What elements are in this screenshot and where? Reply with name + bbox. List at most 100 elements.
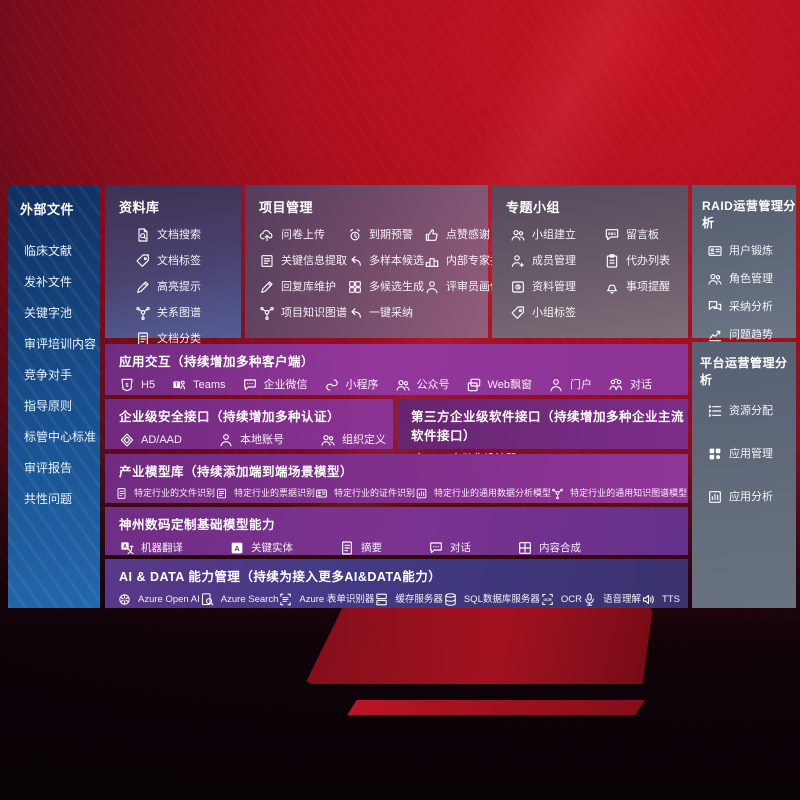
feature-item: 审评培训内容 bbox=[24, 338, 100, 350]
people-icon bbox=[320, 432, 336, 448]
feature-label: Azure Open AI bbox=[138, 593, 200, 605]
feature-item: 小程序 bbox=[324, 377, 379, 393]
feature-item: Web飘窗 bbox=[466, 377, 532, 393]
feature-item: 共性问题 bbox=[24, 493, 100, 505]
feature-label: 审评培训内容 bbox=[24, 337, 97, 351]
feature-item: 多样本候选 bbox=[347, 253, 424, 269]
feature-item: 对话 bbox=[428, 540, 471, 556]
tag-icon bbox=[510, 305, 526, 321]
feature-label: 问卷上传 bbox=[281, 228, 325, 241]
feature-label: 小程序 bbox=[345, 378, 379, 391]
feature-label: 对话 bbox=[630, 378, 652, 391]
cloud-up-icon bbox=[259, 227, 275, 243]
window-icon bbox=[466, 377, 482, 393]
feature-item: 问卷上传 bbox=[259, 227, 347, 243]
raid-analysis-items: 用户锻炼 角色管理 采纳分析 问题趋势 bbox=[692, 231, 796, 343]
feature-label: 特定行业的票据识别 bbox=[234, 488, 316, 498]
feature-label: 缓存服务器 bbox=[395, 593, 443, 605]
feature-label: OCR bbox=[560, 593, 582, 605]
industry-model-row: 产业模型库（持续添加端到端场景模型） 特定行业的文件识别 特定行业的票据识别 特定行… bbox=[105, 454, 688, 503]
feature-item: 指导原则 bbox=[24, 400, 100, 412]
feature-label: TTS bbox=[662, 593, 680, 605]
feature-label: Azure 表单识别器 bbox=[299, 593, 375, 605]
feature-column: 小组建立 成员管理 资料管理 小组标签 bbox=[510, 227, 576, 321]
feature-item: 竞争对手 bbox=[24, 369, 100, 381]
external-files-items: 临床文献 发补文件 关键字池 审评培训内容 竞争对手 指导原则 标管中心标准 审评报告 共性问题 bbox=[8, 245, 100, 505]
feature-label: 特定行业的证件识别 bbox=[334, 488, 416, 498]
feature-label: 小组标签 bbox=[532, 306, 576, 319]
feature-item: 文档分类 bbox=[135, 331, 201, 347]
mic-icon bbox=[582, 592, 597, 607]
feature-item: 对话 bbox=[608, 377, 652, 393]
search-icon bbox=[200, 592, 215, 607]
feature-item: 机器翻译 bbox=[119, 540, 183, 556]
people-talk-icon bbox=[608, 377, 624, 393]
feature-label: 小组建立 bbox=[532, 228, 576, 241]
list-icon bbox=[707, 403, 723, 419]
feature-item: 回复库维护 bbox=[259, 279, 347, 295]
feature-label: 高亮提示 bbox=[157, 280, 201, 293]
feature-label: 关键信息提取 bbox=[281, 254, 347, 267]
feature-label: 资源分配 bbox=[729, 404, 773, 417]
people-icon bbox=[395, 377, 411, 393]
network-icon bbox=[135, 305, 151, 321]
feature-label: 组织定义 bbox=[341, 433, 386, 446]
network-icon bbox=[259, 305, 275, 321]
person-add-icon bbox=[510, 253, 526, 269]
people-icon bbox=[510, 227, 526, 243]
enterprise-security-row: 企业级安全接口（持续增加多种认证） AD/AAD 本地账号 组织定义 bbox=[105, 399, 393, 449]
ai-data-title: AI & DATA 能力管理（持续为接入更多AI&DATA能力） bbox=[119, 570, 442, 584]
feature-label: 评审员画像 bbox=[446, 280, 501, 293]
letter-a-icon bbox=[229, 540, 245, 556]
feature-label: 关键实体 bbox=[251, 541, 293, 554]
bbs-icon bbox=[604, 227, 620, 243]
feature-item: 小组标签 bbox=[510, 305, 576, 321]
ai-data-items: Azure Open AI Azure Search Azure 表单识别器 缓存服务… bbox=[105, 592, 688, 607]
feature-item: 到期预警 bbox=[347, 227, 424, 243]
tts-icon bbox=[641, 592, 656, 607]
base-model-items: 机器翻译 关键实体 摘要 对话 内容合成 bbox=[105, 540, 688, 556]
feature-label: 标管中心标准 bbox=[24, 430, 97, 444]
feature-label: 到期预警 bbox=[369, 228, 413, 241]
feature-item: 角色管理 bbox=[707, 271, 796, 287]
feature-label: 内部专家排名 bbox=[446, 254, 512, 267]
industry-model-items: 特定行业的文件识别 特定行业的票据识别 特定行业的证件识别 特定行业的通用数据分析模型… bbox=[105, 487, 688, 500]
feature-label: 文档搜索 bbox=[157, 228, 201, 241]
feature-label: 问题趋势 bbox=[729, 328, 773, 341]
feature-item: 语音理解 bbox=[582, 592, 641, 607]
feature-item: 应用管理 bbox=[707, 446, 796, 462]
feature-item: 特定行业的证件识别 bbox=[315, 487, 415, 500]
feature-item: 小组建立 bbox=[510, 227, 576, 243]
feature-item: 关系图谱 bbox=[135, 305, 201, 321]
feature-item: H5 bbox=[119, 377, 155, 393]
feature-item: 高亮提示 bbox=[135, 279, 201, 295]
platform-analysis-title: 平台运营管理分析 bbox=[700, 356, 788, 387]
feature-label: 语音理解 bbox=[602, 593, 641, 605]
feature-item: 关键信息提取 bbox=[259, 253, 347, 269]
feature-item: 特定行业的票据识别 bbox=[215, 487, 315, 500]
topic-groups-panel: 专题小组 小组建立 成员管理 资料管理 小组标签 留言板 代办列表 事项提醒 bbox=[492, 185, 688, 338]
doc-icon bbox=[115, 487, 128, 500]
feature-label: H5 bbox=[141, 378, 156, 391]
feature-item: 事项提醒 bbox=[604, 279, 670, 295]
pen-icon bbox=[135, 279, 151, 295]
raid-analysis-title: RAID运营管理分析 bbox=[702, 199, 796, 230]
enterprise-security-title: 企业级安全接口（持续增加多种认证） bbox=[119, 410, 341, 424]
feature-item: Azure 表单识别器 bbox=[278, 592, 374, 607]
feature-label: 多候选生成 bbox=[369, 280, 424, 293]
tag-icon bbox=[135, 253, 151, 269]
feature-label: 公众号 bbox=[416, 378, 450, 391]
feature-column: 点赞感谢 内部专家排名 评审员画像 bbox=[424, 227, 512, 321]
feature-label: 一键采纳 bbox=[369, 306, 413, 319]
project-management-items: 问卷上传 关键信息提取 回复库维护 项目知识图谱 到期预警 多样本候选 多候选生成 一键采纳点… bbox=[245, 216, 512, 321]
feature-item: 评审员画像 bbox=[424, 279, 512, 295]
thumb-icon bbox=[424, 227, 440, 243]
feature-column: 到期预警多样本候选多候选生成一键采纳 bbox=[347, 227, 424, 321]
feature-label: 门户 bbox=[569, 378, 592, 391]
teams-icon bbox=[171, 377, 187, 393]
raid-analysis-panel: RAID运营管理分析 用户锻炼 角色管理 采纳分析 问题趋势 bbox=[692, 185, 796, 338]
person-icon bbox=[548, 377, 564, 393]
podium-icon bbox=[424, 253, 440, 269]
topic-groups-items: 小组建立 成员管理 资料管理 小组标签 留言板 代办列表 事项提醒 bbox=[492, 216, 688, 321]
industry-model-title: 产业模型库（持续添加端到端场景模型） bbox=[119, 465, 354, 479]
